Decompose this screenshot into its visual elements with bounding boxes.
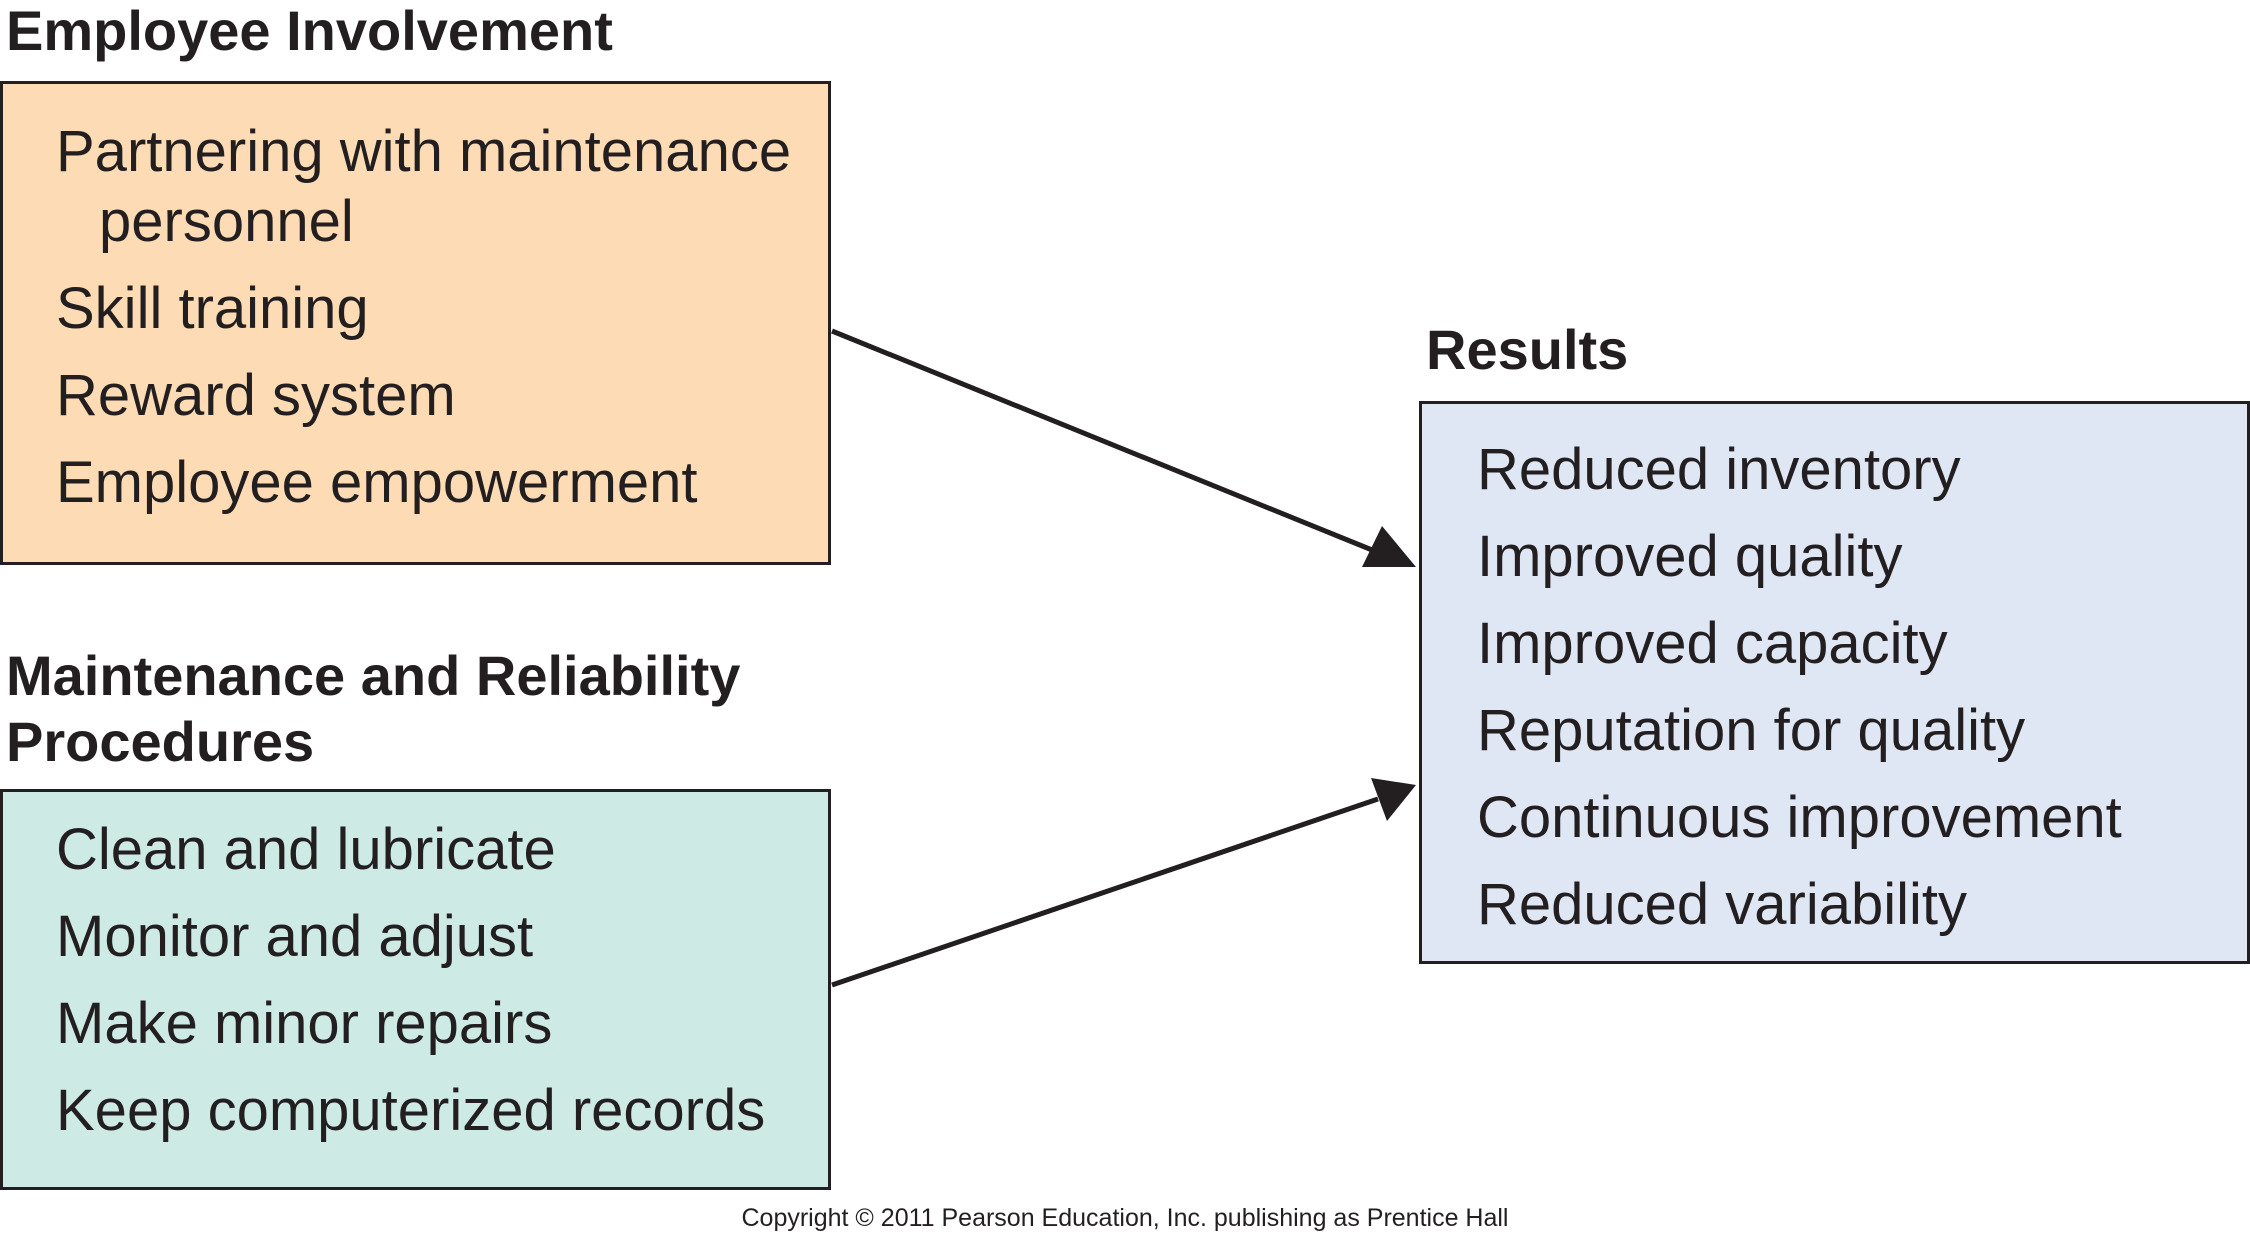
maintenance-procedures-item: Keep computerized records bbox=[56, 1078, 766, 1143]
results-box: Reduced inventory Improved quality Impro… bbox=[1419, 401, 2250, 964]
results-item: Improved capacity bbox=[1477, 611, 1948, 676]
arrowhead-icon bbox=[1371, 778, 1416, 821]
arrowhead-icon bbox=[1362, 526, 1416, 567]
results-heading: Results bbox=[1426, 318, 1629, 381]
results-item: Reduced variability bbox=[1477, 872, 1968, 937]
employee-involvement-item: Skill training bbox=[56, 276, 369, 341]
copyright-notice: Copyright © 2011 Pearson Education, Inc.… bbox=[741, 1204, 1509, 1232]
maintenance-procedures-item: Monitor and adjust bbox=[56, 904, 534, 969]
results-item: Reputation for quality bbox=[1477, 698, 2026, 763]
maintenance-procedures-box: Clean and lubricate Monitor and adjust M… bbox=[0, 789, 831, 1190]
maintenance-procedures-item: Make minor repairs bbox=[56, 991, 553, 1056]
arrow-line bbox=[831, 796, 1379, 988]
employee-involvement-item: Employee empowerment bbox=[56, 450, 698, 515]
results-item: Continuous improvement bbox=[1477, 785, 2122, 850]
arrow-maintenance-to-results bbox=[831, 778, 1416, 988]
arrow-line bbox=[831, 328, 1378, 555]
employee-involvement-heading: Employee Involvement bbox=[6, 0, 613, 62]
employee-involvement-item: Reward system bbox=[56, 363, 456, 428]
employee-involvement-box: Partnering with maintenance personnel Sk… bbox=[0, 81, 831, 565]
results-item: Improved quality bbox=[1477, 524, 1903, 589]
results-item: Reduced inventory bbox=[1477, 437, 1961, 502]
maintenance-procedures-heading-line1: Maintenance and Reliability bbox=[6, 644, 741, 707]
results-list: Reduced inventory Improved quality Impro… bbox=[1477, 435, 2247, 940]
employee-involvement-item: Partnering with maintenance personnel bbox=[56, 119, 792, 254]
employee-involvement-list: Partnering with maintenance personnel Sk… bbox=[56, 117, 828, 518]
maintenance-procedures-heading-line2: Procedures bbox=[6, 710, 315, 773]
maintenance-procedures-item: Clean and lubricate bbox=[56, 817, 556, 882]
maintenance-procedures-heading: Maintenance and Reliability Procedures bbox=[6, 643, 740, 775]
maintenance-procedures-list: Clean and lubricate Monitor and adjust M… bbox=[56, 815, 828, 1146]
arrow-employee-to-results bbox=[831, 328, 1416, 567]
